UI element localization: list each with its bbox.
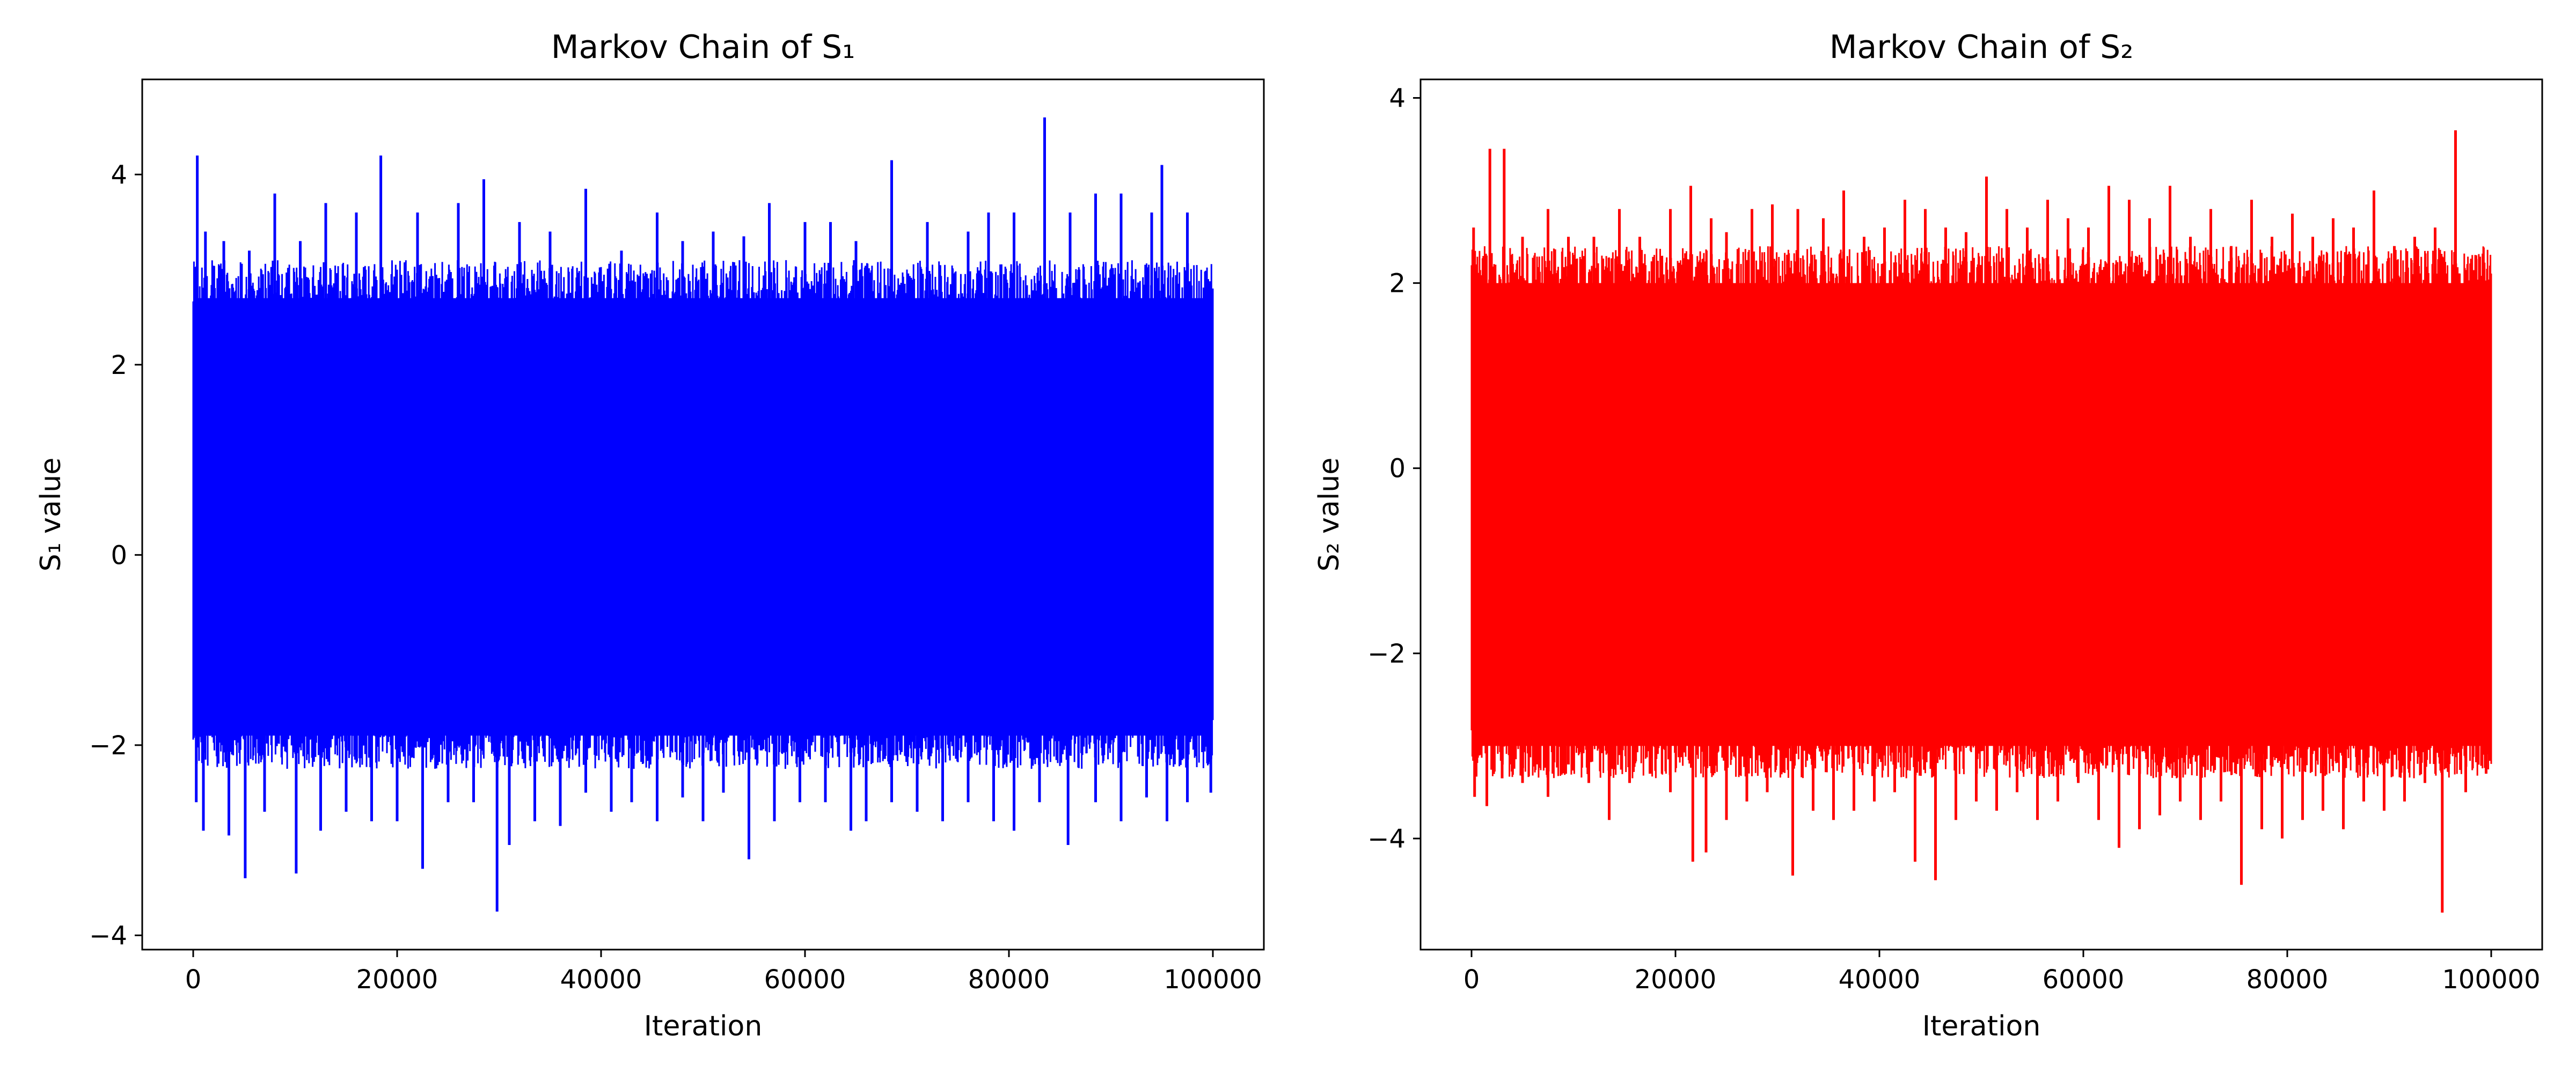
- s1-x-tick-label-5: 100000: [1163, 965, 1262, 995]
- s1-y-tick-label-0: −4: [89, 921, 127, 951]
- s1-plot-frame: [141, 78, 1265, 951]
- s1-trace-noise: [192, 260, 1214, 769]
- s2-x-axis-label: Iteration: [1922, 1010, 2041, 1042]
- s2-y-tick-label-1: −2: [1367, 639, 1406, 669]
- s2-x-tick-label-4: 80000: [2246, 965, 2329, 995]
- s2-x-tick-label-2: 40000: [1839, 965, 1921, 995]
- s2-x-tick-label-5: 100000: [2442, 965, 2540, 995]
- s2-y-tick-label-3: 2: [1389, 269, 1406, 299]
- s1-x-tick-label-1: 20000: [356, 965, 438, 995]
- s2-chart-panel: Markov Chain of S₂ 0 20000 40000 60000 80000…: [1313, 28, 2543, 1042]
- s1-y-tick-label-4: 4: [111, 160, 127, 190]
- s1-x-axis-label: Iteration: [644, 1010, 763, 1042]
- s2-x-axis: 0 20000 40000 60000 80000 100000: [1463, 950, 2541, 995]
- s2-y-tick-label-4: 4: [1389, 84, 1406, 114]
- s2-y-axis: −4 −2 0 2 4: [1367, 84, 1421, 854]
- s1-x-axis: 0 20000 40000 60000 80000 100000: [185, 950, 1262, 995]
- s2-y-tick-label-2: 0: [1389, 454, 1406, 484]
- s2-x-tick-label-0: 0: [1463, 965, 1480, 995]
- s1-y-tick-label-3: 2: [111, 350, 127, 380]
- s1-y-axis: −4 −2 0 2 4: [89, 160, 142, 951]
- s2-y-tick-label-0: −4: [1367, 824, 1406, 854]
- s2-x-tick-label-3: 60000: [2043, 965, 2125, 995]
- s2-trace: [1470, 130, 2492, 913]
- s2-trace-noise: [1470, 246, 2492, 778]
- s2-chart-title: Markov Chain of S₂: [1829, 28, 2134, 66]
- s1-chart-title: Markov Chain of S₁: [551, 28, 855, 66]
- s1-y-axis-label: S₁ value: [35, 458, 67, 571]
- s2-x-tick-label-1: 20000: [1635, 965, 1717, 995]
- s2-plot-frame: [1419, 78, 2543, 951]
- s1-chart-panel: Markov Chain of S₁ 0 20000 40000 60000 80000…: [35, 28, 1265, 1042]
- s1-x-tick-label-4: 80000: [968, 965, 1050, 995]
- s2-y-axis-label: S₂ value: [1313, 458, 1345, 571]
- s1-trace: [192, 117, 1214, 912]
- s1-y-tick-label-1: −2: [89, 731, 127, 761]
- s1-x-tick-label-3: 60000: [764, 965, 846, 995]
- s1-x-tick-label-2: 40000: [560, 965, 642, 995]
- s1-y-tick-label-2: 0: [111, 540, 127, 570]
- s1-x-tick-label-0: 0: [185, 965, 202, 995]
